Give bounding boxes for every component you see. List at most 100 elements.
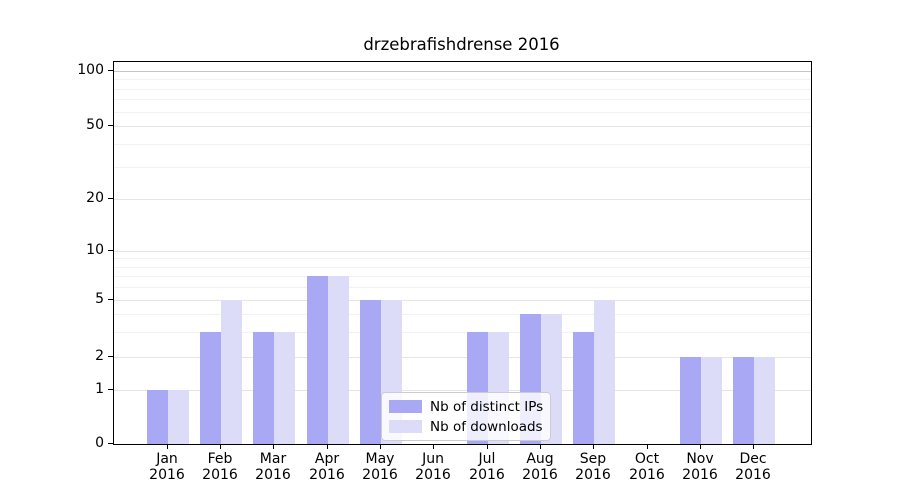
bar-downloads-apr-2016 <box>327 276 349 444</box>
x-tick-mark <box>220 444 221 449</box>
minor-gridline <box>114 167 811 168</box>
bar-ips-sep-2016 <box>573 331 595 444</box>
x-tick-label-year: 2016 <box>629 467 665 483</box>
legend-item-distinct-ips: Nb of distinct IPs <box>389 398 543 415</box>
x-tick-label-year: 2016 <box>682 467 718 483</box>
minor-gridline <box>114 287 811 288</box>
x-tick-label-month: Nov <box>686 451 714 467</box>
x-tick-label-year: 2016 <box>469 467 505 483</box>
x-tick-label-year: 2016 <box>362 467 398 483</box>
x-tick-label: Oct 2016 <box>607 451 687 483</box>
x-tick-mark <box>380 444 381 449</box>
minor-gridline <box>114 99 811 100</box>
x-tick-mark <box>540 444 541 449</box>
x-tick-mark <box>327 444 328 449</box>
y-tick-mark <box>108 443 113 444</box>
y-tick-label: 1 <box>95 381 104 397</box>
x-tick-label-month: Jul <box>478 451 496 467</box>
y-tick-mark <box>108 299 113 300</box>
legend-label-distinct-ips: Nb of distinct IPs <box>430 398 544 415</box>
x-tick-label-month: Aug <box>526 451 554 467</box>
x-tick-label: Nov 2016 <box>660 451 740 483</box>
minor-gridline <box>114 79 811 80</box>
minor-gridline <box>114 332 811 333</box>
bar-ips-nov-2016 <box>680 357 702 444</box>
major-gridline <box>114 300 811 301</box>
x-tick-label: Feb 2016 <box>180 451 260 483</box>
bar-ips-may-2016 <box>360 300 382 444</box>
x-tick-mark <box>167 444 168 449</box>
x-tick-mark <box>700 444 701 449</box>
x-tick-label: Aug 2016 <box>500 451 580 483</box>
x-tick-label: Apr 2016 <box>287 451 367 483</box>
y-tick-label: 10 <box>86 242 104 258</box>
y-tick-label: 2 <box>95 348 104 364</box>
x-tick-label-month: Oct <box>634 451 660 467</box>
minor-gridline <box>114 314 811 315</box>
y-tick-mark <box>108 250 113 251</box>
y-tick-mark <box>108 198 113 199</box>
y-tick-label: 5 <box>95 291 104 307</box>
x-tick-label-year: 2016 <box>735 467 771 483</box>
y-tick-mark <box>108 70 113 71</box>
x-tick-mark <box>433 444 434 449</box>
x-tick-mark <box>753 444 754 449</box>
minor-gridline <box>114 258 811 259</box>
major-gridline <box>114 126 811 127</box>
x-tick-label-month: Jan <box>156 451 178 467</box>
x-tick-label-month: Apr <box>314 451 340 467</box>
chart-title: drzebrafishdrense 2016 <box>363 35 560 54</box>
major-gridline <box>114 251 811 252</box>
bar-downloads-dec-2016 <box>754 357 776 444</box>
legend-swatch-downloads <box>389 420 422 433</box>
minor-gridline <box>114 144 811 145</box>
minor-gridline <box>114 89 811 90</box>
x-tick-label: Mar 2016 <box>233 451 313 483</box>
x-tick-label: Sep 2016 <box>553 451 633 483</box>
bar-ips-feb-2016 <box>200 331 222 444</box>
x-tick-label-year: 2016 <box>202 467 238 483</box>
bar-downloads-feb-2016 <box>221 300 243 444</box>
x-tick-mark <box>487 444 488 449</box>
x-tick-label-month: Dec <box>739 451 767 467</box>
x-tick-label-year: 2016 <box>415 467 451 483</box>
bar-downloads-mar-2016 <box>274 331 296 444</box>
x-tick-label: Dec 2016 <box>713 451 793 483</box>
x-tick-label-month: Feb <box>207 451 233 467</box>
legend-label-downloads: Nb of downloads <box>430 418 543 435</box>
y-tick-mark <box>108 389 113 390</box>
legend-swatch-distinct-ips <box>389 400 422 413</box>
x-tick-label-month: Jun <box>422 451 444 467</box>
x-tick-label: Jul 2016 <box>447 451 527 483</box>
x-tick-label: Jun 2016 <box>393 451 473 483</box>
y-tick-mark <box>108 125 113 126</box>
bar-ips-jan-2016 <box>146 390 168 444</box>
x-tick-label-year: 2016 <box>309 467 345 483</box>
major-gridline <box>114 390 811 391</box>
x-tick-label-year: 2016 <box>575 467 611 483</box>
x-tick-label-year: 2016 <box>255 467 291 483</box>
bar-downloads-jan-2016 <box>167 390 189 444</box>
x-tick-label-year: 2016 <box>522 467 558 483</box>
plot-area: Nb of distinct IPs Nb of downloads <box>113 61 812 445</box>
legend-item-downloads: Nb of downloads <box>389 418 543 435</box>
x-tick-label-month: Sep <box>579 451 607 467</box>
y-tick-mark <box>108 356 113 357</box>
x-tick-mark <box>647 444 648 449</box>
y-tick-label: 20 <box>86 190 104 206</box>
bar-downloads-nov-2016 <box>701 357 723 444</box>
x-tick-label-year: 2016 <box>149 467 185 483</box>
y-tick-label: 50 <box>86 117 104 133</box>
x-tick-mark <box>593 444 594 449</box>
y-tick-label: 100 <box>77 62 104 78</box>
bar-ips-mar-2016 <box>253 331 275 444</box>
x-tick-label: Jan 2016 <box>127 451 207 483</box>
minor-gridline <box>114 276 811 277</box>
bar-downloads-sep-2016 <box>594 300 616 444</box>
major-gridline <box>114 199 811 200</box>
major-gridline <box>114 357 811 358</box>
bar-ips-dec-2016 <box>733 357 755 444</box>
y-tick-label: 0 <box>95 435 104 451</box>
minor-gridline <box>114 267 811 268</box>
